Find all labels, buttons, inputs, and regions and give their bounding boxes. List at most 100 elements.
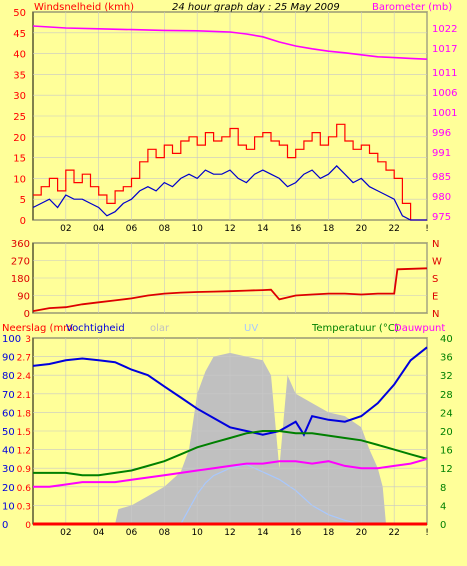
y-humidity-tick-label: 20 bbox=[2, 483, 15, 494]
y-right-tick-label: E bbox=[432, 292, 438, 303]
y-rain-tick-label: 0.3 bbox=[17, 502, 31, 512]
y-right-tick-label: 32 bbox=[440, 371, 453, 382]
y-right-tick-label: 0 bbox=[440, 520, 446, 531]
wind-grid bbox=[33, 11, 428, 221]
direction-axis-ticks: 0 N 90 E 180 S 270 W 360 N bbox=[11, 239, 442, 320]
y-left-tick-label: 15 bbox=[13, 154, 26, 165]
legend-label: Neerslag (mm bbox=[2, 323, 73, 334]
y-humidity-tick-label: 100 bbox=[2, 334, 21, 345]
x-tick-label: 20 bbox=[356, 224, 368, 234]
y-left-tick-label: 10 bbox=[13, 174, 26, 185]
direction-series bbox=[32, 267, 428, 312]
y-right-tick-label: 4 bbox=[440, 501, 446, 512]
y-left-tick-label: 40 bbox=[13, 50, 26, 61]
y-right-tick-label: 16 bbox=[440, 446, 453, 457]
y-right-tick-label: 28 bbox=[440, 390, 453, 401]
temperature-line bbox=[33, 430, 428, 477]
y-rain-tick-label: 2.4 bbox=[17, 372, 32, 382]
x-tick-label: ! bbox=[425, 224, 429, 234]
y-rain-tick-label: 0.9 bbox=[17, 465, 32, 475]
y-left-tick-label: 90 bbox=[17, 292, 30, 303]
x-tick-label: 12 bbox=[224, 224, 235, 234]
y-right-tick-label: 1022 bbox=[432, 24, 457, 35]
x-tick-label: 08 bbox=[159, 224, 171, 234]
x-tick-label: ! bbox=[425, 528, 429, 538]
y-right-tick-label: 985 bbox=[432, 172, 451, 183]
wind-series bbox=[32, 25, 428, 221]
y-rain-tick-label: 1.2 bbox=[17, 447, 31, 457]
y-left-tick-label: 50 bbox=[13, 8, 26, 19]
y-right-tick-label: 991 bbox=[432, 148, 451, 159]
direction-line bbox=[32, 267, 428, 312]
x-tick-label: 12 bbox=[224, 528, 235, 538]
x-tick-label: 16 bbox=[290, 224, 302, 234]
x-tick-label: 18 bbox=[323, 224, 335, 234]
wind-speed-label: Windsnelheid (kmh) bbox=[34, 2, 134, 13]
y-humidity-tick-label: 40 bbox=[2, 446, 15, 457]
wind-avg-line bbox=[32, 165, 427, 221]
direction-panel: 0 N 90 E 180 S 270 W 360 N bbox=[11, 239, 442, 320]
y-right-tick-label: N bbox=[432, 309, 439, 320]
x-tick-label: 16 bbox=[290, 528, 302, 538]
y-humidity-tick-label: 80 bbox=[2, 371, 15, 382]
y-rain-tick-label: 3 bbox=[25, 335, 31, 345]
x-tick-label: 04 bbox=[93, 224, 105, 234]
y-left-tick-label: 25 bbox=[13, 112, 26, 123]
x-tick-label: 06 bbox=[126, 224, 138, 234]
y-right-tick-label: N bbox=[432, 239, 439, 250]
wind-gust-line bbox=[33, 123, 427, 221]
x-tick-label: 14 bbox=[257, 528, 269, 538]
y-right-tick-label: 996 bbox=[432, 128, 451, 139]
x-tick-label: 08 bbox=[159, 528, 171, 538]
barometer-line bbox=[32, 25, 428, 60]
y-left-tick-label: 0 bbox=[20, 216, 26, 227]
y-rain-tick-label: 1.5 bbox=[17, 428, 31, 438]
y-right-tick-label: 20 bbox=[440, 427, 453, 438]
y-humidity-tick-label: 30 bbox=[2, 464, 15, 475]
humidity-line bbox=[32, 346, 428, 437]
y-left-tick-label: 360 bbox=[11, 239, 30, 250]
y-rain-tick-label: 1.8 bbox=[17, 409, 32, 419]
temp-axis-ticks: 0 010 0.320 0.630 0.940 1.250 1.560 1.870 2.180 2… bbox=[2, 334, 453, 538]
y-humidity-tick-label: 10 bbox=[2, 501, 15, 512]
y-rain-tick-label: 0.6 bbox=[17, 484, 32, 494]
y-humidity-tick-label: 70 bbox=[2, 390, 15, 401]
y-right-tick-label: 975 bbox=[432, 212, 451, 223]
y-right-tick-label: 1006 bbox=[432, 88, 457, 99]
y-humidity-tick-label: 50 bbox=[2, 427, 15, 438]
temp-series bbox=[32, 346, 428, 526]
x-tick-label: 10 bbox=[191, 224, 203, 234]
wind-axis-ticks: 0 5 10 15 20 25 30 35 40 45 50 975 980 985 991 996 1001 1… bbox=[13, 8, 457, 234]
dewpoint-line bbox=[33, 457, 428, 488]
legend-label: UV bbox=[244, 323, 258, 334]
x-tick-label: 20 bbox=[356, 528, 368, 538]
y-rain-tick-label: 0 bbox=[25, 521, 31, 531]
x-tick-label: 18 bbox=[323, 528, 335, 538]
y-right-tick-label: S bbox=[432, 274, 438, 285]
direction-grid bbox=[33, 242, 428, 314]
y-left-tick-label: 30 bbox=[13, 91, 26, 102]
x-tick-label: 02 bbox=[60, 224, 71, 234]
wind-baro-panel: Windsnelheid (kmh) 24 hour graph day : 2… bbox=[13, 2, 457, 234]
y-right-tick-label: 1001 bbox=[432, 108, 457, 119]
x-tick-label: 04 bbox=[93, 528, 105, 538]
y-left-tick-label: 35 bbox=[13, 70, 26, 81]
y-humidity-tick-label: 90 bbox=[2, 353, 15, 364]
y-left-tick-label: 270 bbox=[11, 257, 30, 268]
barometer-label: Barometer (mb) bbox=[372, 2, 452, 13]
y-humidity-tick-label: 0 bbox=[2, 520, 8, 531]
y-right-tick-label: 40 bbox=[440, 334, 453, 345]
chart-title: 24 hour graph day : 25 May 2009 bbox=[172, 2, 340, 13]
legend-label: Temperatuur (°C) bbox=[311, 323, 399, 334]
y-right-tick-label: 12 bbox=[440, 464, 453, 475]
x-tick-label: 02 bbox=[60, 528, 71, 538]
y-right-tick-label: 1017 bbox=[432, 44, 457, 55]
y-rain-tick-label: 2.1 bbox=[17, 391, 31, 401]
y-left-tick-label: 180 bbox=[11, 274, 30, 285]
y-left-tick-label: 5 bbox=[20, 195, 26, 206]
y-right-tick-label: 1011 bbox=[432, 68, 457, 79]
legend-label: olar bbox=[150, 323, 170, 334]
y-left-tick-label: 45 bbox=[13, 29, 26, 40]
